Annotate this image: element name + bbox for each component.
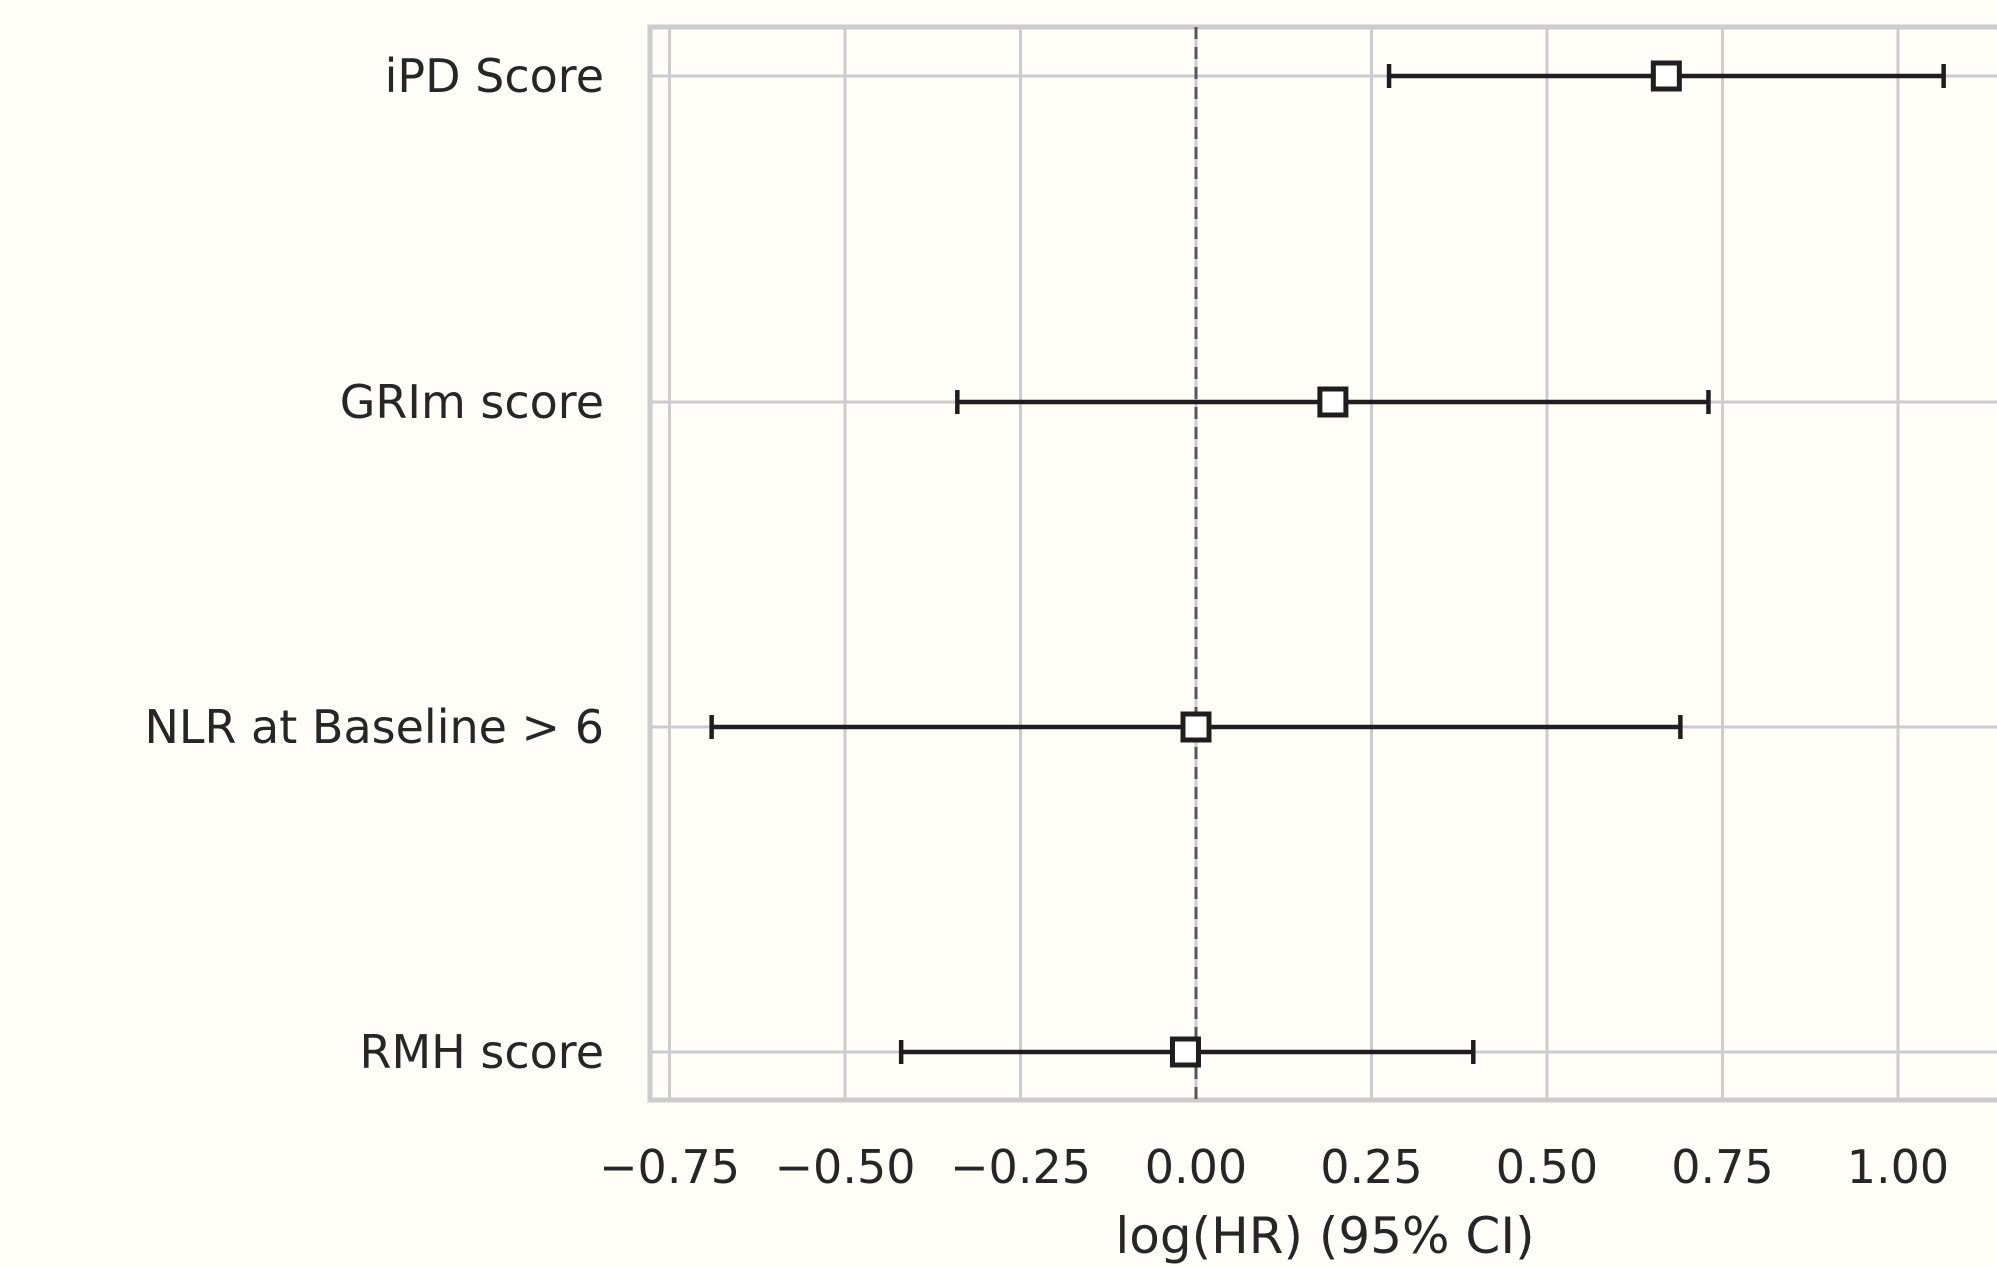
- x-axis-title: log(HR) (95% CI): [1115, 1207, 1534, 1265]
- x-tick-label: 0.50: [1496, 1140, 1598, 1194]
- x-tick-label: −0.75: [599, 1140, 740, 1194]
- estimate-row: [898, 1036, 1476, 1068]
- estimates: [709, 60, 1946, 1068]
- y-tick-label: RMH score: [360, 1025, 604, 1079]
- x-tick-label: 1.00: [1847, 1140, 1949, 1194]
- y-tick-labels: iPD Score GRIm score NLR at Baseline > 6 RM…: [144, 49, 604, 1079]
- y-tick-label: GRIm score: [340, 375, 604, 429]
- y-tick-label: NLR at Baseline > 6: [144, 700, 604, 754]
- x-tick-label: 0.75: [1671, 1140, 1773, 1194]
- x-tick-labels: −0.75 −0.50 −0.25 0.00 0.25 0.50 0.75 1.00: [599, 1140, 1949, 1194]
- point-estimate: [1317, 386, 1349, 418]
- x-tick-label: −0.25: [950, 1140, 1091, 1194]
- point-estimate: [1180, 711, 1212, 743]
- plot-frame: [647, 24, 1997, 1103]
- x-tick-label: 0.00: [1145, 1140, 1247, 1194]
- vertical-gridlines: [668, 27, 1900, 1100]
- x-tick-label: −0.50: [775, 1140, 916, 1194]
- estimate-row: [955, 386, 1711, 418]
- estimate-row: [709, 711, 1683, 743]
- point-estimate: [1169, 1036, 1201, 1068]
- point-estimate: [1650, 60, 1682, 92]
- estimate-row: [1386, 60, 1946, 92]
- y-tick-label: iPD Score: [385, 49, 604, 103]
- x-tick-label: 0.25: [1320, 1140, 1422, 1194]
- horizontal-gridlines: [650, 74, 1997, 1054]
